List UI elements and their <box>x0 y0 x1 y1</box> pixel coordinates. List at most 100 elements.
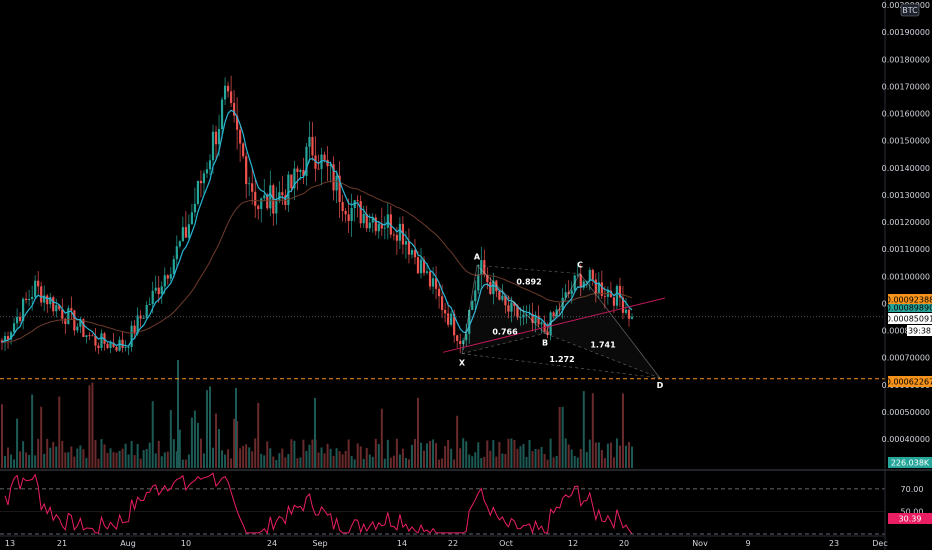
volume-bar <box>480 457 483 468</box>
volume-bar <box>317 452 320 468</box>
candle-body <box>248 183 251 185</box>
volume-bar <box>208 386 211 468</box>
time-axis[interactable]: 13 21 Aug 10 24 Sep 14 22 Oct 12 20 Nov 9 23 Dec <box>0 535 888 548</box>
candle-body <box>483 260 486 275</box>
volume-bar <box>224 454 227 468</box>
candle-body <box>37 280 40 287</box>
candle-body <box>456 335 459 341</box>
harmonic-pattern[interactable]: X A B C D 0.892 0.766 1.741 1.272 <box>442 252 666 390</box>
volume-bar <box>275 459 278 468</box>
svg-text:0.00092388: 0.00092388 <box>886 296 932 305</box>
candle-body <box>100 333 103 349</box>
volume-bar <box>215 413 218 468</box>
candlestick-series[interactable] <box>0 75 634 356</box>
candle-body <box>109 342 112 349</box>
volume-bar <box>347 439 350 468</box>
time-tick-label: 21 <box>57 539 67 548</box>
volume-bar <box>534 448 537 468</box>
volume-bar <box>46 438 49 468</box>
candle-body <box>139 315 142 319</box>
price-tick-label: 0.00040000 <box>882 435 930 444</box>
candle-body <box>546 331 549 336</box>
volume-bar <box>296 458 299 468</box>
volume-bar <box>251 451 254 468</box>
volume-bar <box>82 449 85 468</box>
pattern-ratio-label: 0.766 <box>492 328 518 337</box>
volume-bar <box>127 454 130 468</box>
volume-bar <box>112 452 115 468</box>
volume-bar <box>145 449 148 468</box>
rsi-tick-label: 70.00 <box>901 485 924 494</box>
candle-body <box>386 214 389 228</box>
volume-bar <box>1 404 3 468</box>
candle-body <box>444 309 447 314</box>
volume-bar <box>549 438 552 468</box>
volume-bar <box>564 438 567 468</box>
candle-body <box>121 339 124 348</box>
candle-body <box>25 298 28 301</box>
candle-body <box>154 287 157 291</box>
candle-body <box>344 211 347 215</box>
candle-body <box>618 285 622 298</box>
candle-body <box>79 319 82 327</box>
candle-body <box>82 319 85 338</box>
candle-body <box>311 136 314 156</box>
candle-body <box>31 296 34 299</box>
volume-bar <box>106 452 109 468</box>
candle-body <box>9 332 13 340</box>
candle-body <box>362 213 365 224</box>
volume-bar <box>40 406 43 468</box>
candle-body <box>257 205 260 209</box>
volume-bar <box>115 452 118 468</box>
volume-bar <box>567 444 570 468</box>
candle-body <box>133 325 136 334</box>
volume-bar <box>169 410 172 468</box>
candle-body <box>157 287 160 295</box>
candle-body <box>199 180 203 184</box>
candle-body <box>561 297 564 311</box>
volume-bar <box>154 453 157 468</box>
price-tick-label: 0.00190000 <box>882 28 930 37</box>
svg-text:0.00089890: 0.00089890 <box>886 304 932 313</box>
candle-body <box>573 275 576 291</box>
candle-body <box>371 217 374 223</box>
volume-bar <box>19 451 22 468</box>
price-tick-label: 0.00180000 <box>882 55 930 64</box>
volume-bar <box>380 408 383 468</box>
candle-body <box>73 310 76 331</box>
volume-bar <box>212 447 215 468</box>
pattern-point-label: B <box>542 338 548 347</box>
candle-body <box>187 224 190 238</box>
volume-bar <box>579 449 582 468</box>
candle-body <box>600 282 603 296</box>
candle-body <box>6 336 10 340</box>
volume-bar <box>576 457 579 468</box>
volume-bar <box>432 439 435 468</box>
volume-bar <box>311 439 314 468</box>
volume-bar <box>193 410 196 468</box>
volume-bar <box>585 451 588 468</box>
volume-bar <box>389 457 392 468</box>
candle-body <box>236 115 239 130</box>
candle-body <box>341 202 344 212</box>
candle-body <box>477 274 480 291</box>
candle-body <box>229 91 233 104</box>
candle-body <box>579 274 582 288</box>
candle-body <box>254 191 257 206</box>
pattern-triangle-bcd <box>545 273 660 379</box>
ratio-line-xb <box>461 332 546 355</box>
candle-body <box>0 340 4 343</box>
candle-body <box>422 259 426 273</box>
volume-bar <box>199 438 202 468</box>
price-tick-label: 0.00120000 <box>882 218 930 227</box>
candle-body <box>419 259 423 274</box>
candle-body <box>223 85 227 100</box>
candle-body <box>136 315 139 334</box>
volume-bar <box>510 438 513 468</box>
candle-body <box>106 343 109 349</box>
candle-body <box>395 234 398 241</box>
candle-body <box>392 234 395 236</box>
volume-bar <box>49 447 52 468</box>
time-tick-label: 10 <box>181 539 191 548</box>
